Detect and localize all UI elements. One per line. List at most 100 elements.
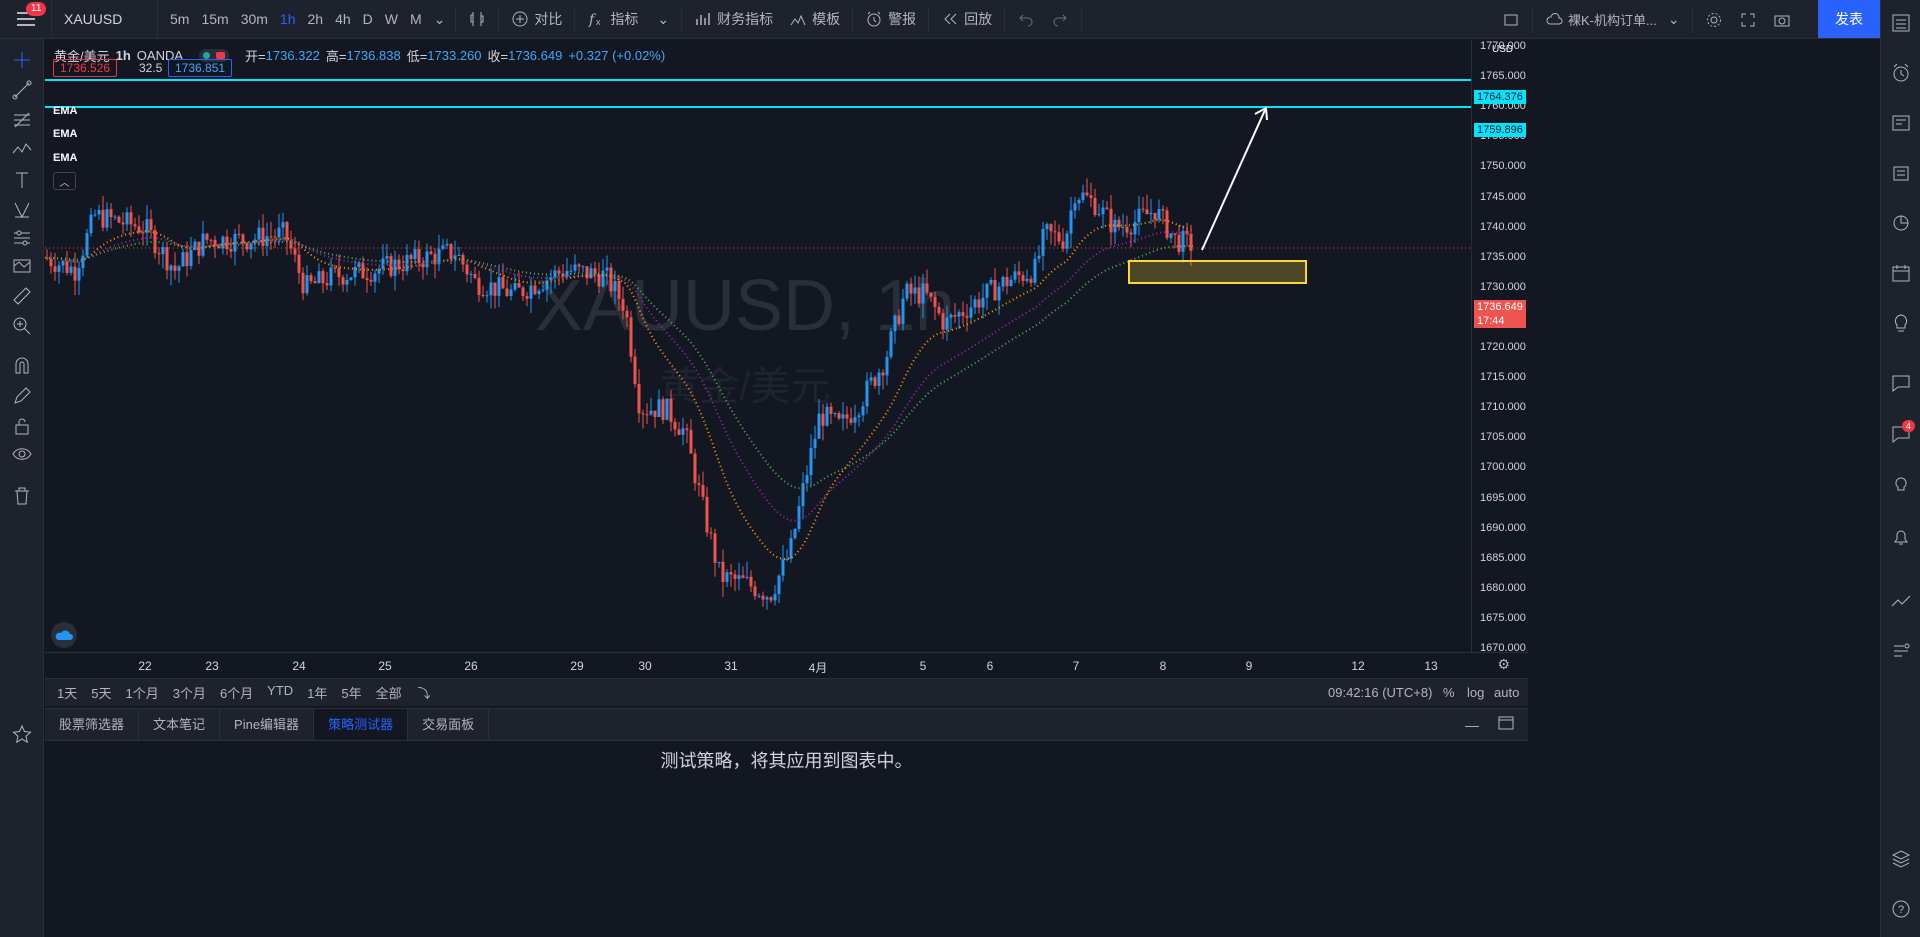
zoom-in-icon[interactable] [11,315,33,337]
star-icon[interactable] [11,723,33,745]
layers-icon[interactable] [1890,848,1912,870]
bottom-tab[interactable]: 交易面板 [408,708,490,741]
price-axis[interactable]: USD 1770.0001765.0001760.0001755.0001750… [1471,40,1528,654]
dom-icon[interactable] [1890,640,1912,662]
interval-2h[interactable]: 2h [307,10,324,27]
goto-date-icon[interactable]: ⤵ [417,686,431,701]
range-button[interactable]: 全部 [375,686,402,701]
time-axis[interactable]: 22 23 24 25 26 29 30 31 4月 5 6 7 8 9 12 13 ⚙ [45,652,1528,678]
interval-W[interactable]: W [384,10,398,27]
snapshot-button[interactable] [1765,0,1799,39]
maximize-icon[interactable] [1498,716,1514,735]
range-button[interactable]: 5年 [341,686,362,701]
crosshair-icon[interactable] [11,49,33,71]
trading-icon[interactable] [1890,592,1912,614]
bid-price-box[interactable]: 1736.526 [53,59,118,77]
fib-icon[interactable] [11,109,33,131]
lightbulb-icon[interactable] [1890,474,1912,496]
financials-button[interactable]: 财务指标 [686,0,781,39]
watchlist-icon[interactable] [1890,12,1912,34]
calendar-icon[interactable] [1890,262,1912,284]
news-icon[interactable] [1890,112,1912,134]
chat-icon[interactable] [1890,372,1912,394]
interval-4h[interactable]: 4h [335,10,351,27]
log-toggle[interactable]: log [1467,685,1485,700]
candle-body [741,575,745,578]
tradingview-logo[interactable] [51,622,77,648]
ask-price-box[interactable]: 1736.851 [168,59,233,77]
bell-icon[interactable] [1890,526,1912,548]
measure-icon[interactable] [11,227,33,249]
replay-button[interactable]: 回放 [933,0,1000,39]
text-icon[interactable] [11,169,33,191]
percent-toggle[interactable]: % [1443,685,1455,700]
lock-icon[interactable] [11,415,33,437]
publish-button[interactable]: 发表 [1818,0,1880,38]
chart-type-button[interactable] [460,0,494,39]
minimize-icon[interactable]: — [1465,717,1479,733]
pattern-icon[interactable] [11,139,33,161]
ema-label-1[interactable]: EMA [53,105,78,117]
eye-icon[interactable] [11,443,33,465]
fullscreen-button[interactable] [1731,0,1765,39]
ruler-icon[interactable] [11,285,33,307]
interval-M[interactable]: M [410,10,422,27]
templates-button[interactable]: 模板 [781,0,848,39]
range-button[interactable]: 1年 [307,686,328,701]
compare-button[interactable]: 对比 [503,0,570,39]
demand-zone-rectangle[interactable] [1128,260,1307,284]
ema-mid-line[interactable] [45,231,1194,522]
interval-15m[interactable]: 15m [201,10,229,27]
alert-button[interactable]: 警报 [857,0,924,39]
undo-button[interactable] [1009,0,1043,39]
range-button[interactable]: 3个月 [172,686,206,701]
interval-30m[interactable]: 30m [240,10,268,27]
candle-body [1101,207,1105,215]
help-icon[interactable]: ? [1890,898,1912,920]
gear-icon[interactable]: ⚙ [1497,656,1510,672]
bottom-tab[interactable]: Pine编辑器 [220,708,315,741]
interval-1h[interactable]: 1h [279,10,296,27]
icons-icon[interactable] [11,255,33,277]
magnet-icon[interactable] [11,355,33,377]
range-button[interactable]: YTD [267,683,294,698]
ema-label-2[interactable]: EMA [53,128,78,140]
price-chart[interactable]: XAUUSD, 1h 黄金/美元 [45,40,1471,652]
ideas-icon[interactable] [1890,312,1912,334]
projection-arrow[interactable] [1201,109,1266,251]
settings-button[interactable] [1697,0,1731,39]
bottom-tab[interactable]: 股票筛选器 [45,708,140,741]
candle-body [201,233,205,256]
range-button[interactable]: 6个月 [219,686,254,701]
hotlist-icon[interactable] [1890,212,1912,234]
main-menu-button[interactable]: 11 [0,0,52,39]
symbol-search[interactable]: XAUUSD [52,0,158,39]
collapse-legend-button[interactable]: ︿ [53,172,76,190]
auto-toggle[interactable]: auto [1494,685,1520,700]
candle-body [1125,226,1129,233]
chevron-down-icon[interactable]: ⌄ [433,10,446,27]
candle-body [609,267,613,292]
data-window-icon[interactable] [1890,162,1912,184]
range-button[interactable]: 1天 [57,686,78,701]
range-button[interactable]: 1个月 [125,686,159,701]
trash-icon[interactable] [11,485,33,507]
interval-5m[interactable]: 5m [170,10,190,27]
layout-select-button[interactable]: 裸K-机构订单... ⌄ [1537,0,1688,39]
bottom-tab[interactable]: 策略测试器 [314,708,409,741]
redo-button[interactable] [1043,0,1077,39]
chart-pane[interactable]: XAUUSD, 1h 黄金/美元 [45,40,1471,652]
alarm-clock-icon[interactable] [1890,62,1912,84]
ema-label-3[interactable]: EMA [53,152,78,164]
range-button[interactable]: 5天 [91,686,112,701]
market-status-toggle[interactable] [199,49,230,62]
forecast-icon[interactable] [11,199,33,221]
bottom-tab[interactable]: 文本笔记 [139,708,221,741]
trendline-icon[interactable] [11,79,33,101]
interval-D[interactable]: D [362,10,373,27]
fullscreen-layout-button[interactable] [1494,0,1528,39]
candle-body [165,247,169,271]
pencil-lock-icon[interactable] [11,385,33,407]
clock[interactable]: 09:42:16 (UTC+8) [1328,685,1433,700]
